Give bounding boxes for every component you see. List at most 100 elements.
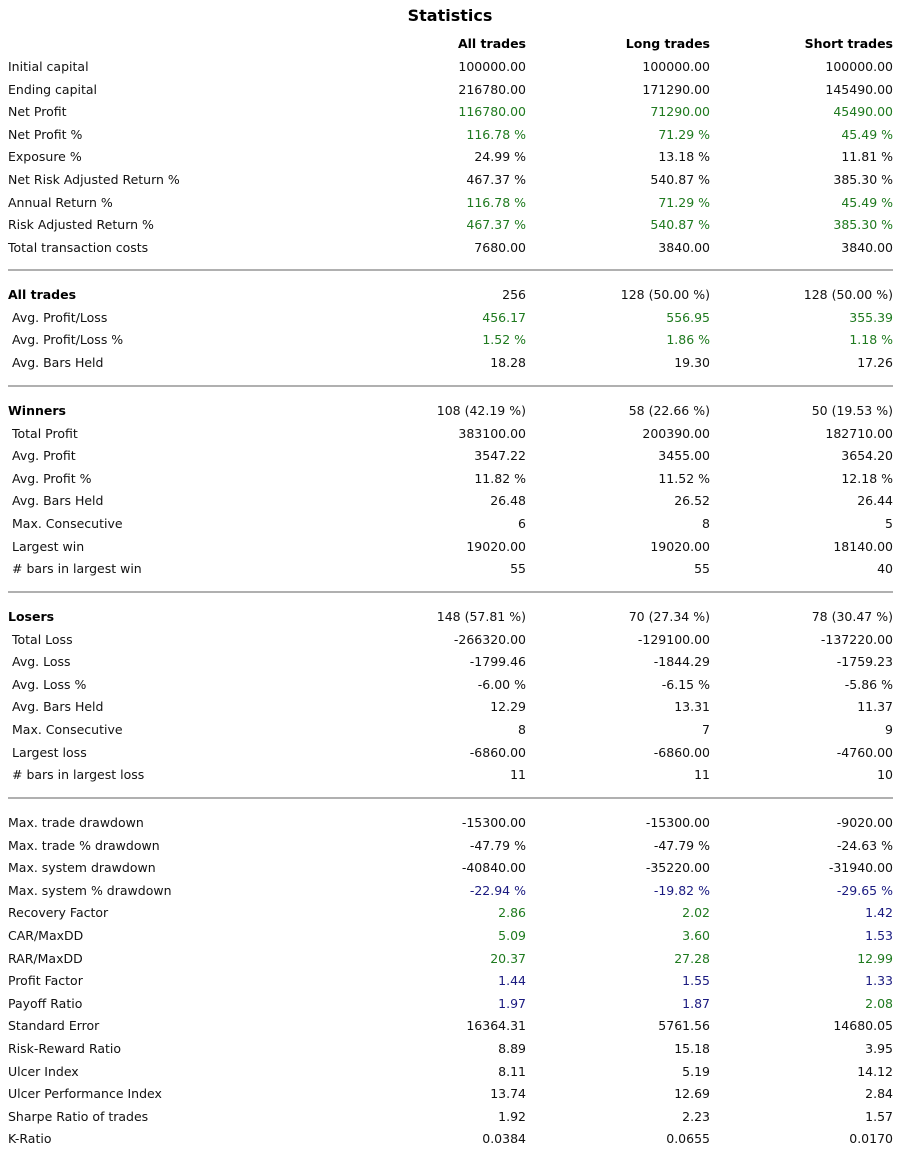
value-all-trades: 7680.00 bbox=[474, 239, 526, 255]
value-short-trades: 100000.00 bbox=[825, 59, 893, 74]
value-all-trades: -47.79 % bbox=[469, 837, 526, 853]
value-short-trades: 182710.00 bbox=[825, 425, 893, 441]
table-row: All trades 256 128 (50.00 %) 128 (50.00 %) bbox=[0, 285, 900, 305]
row-label: Max. Consecutive bbox=[12, 722, 123, 737]
table-row: Profit Factor 1.44 1.55 1.33 bbox=[0, 971, 900, 991]
table-row: Total Loss -266320.00 -129100.00 -137220.00 bbox=[0, 630, 900, 650]
row-label: Profit Factor bbox=[8, 973, 83, 989]
value-short-trades: 1.57 bbox=[865, 1108, 893, 1124]
table-row: Largest loss -6860.00 -6860.00 -4760.00 bbox=[0, 743, 900, 763]
value-all-trades: 8.89 bbox=[498, 1041, 526, 1056]
value-long-trades: 70 (27.34 %) bbox=[628, 609, 710, 624]
value-short-trades: -4760.00 bbox=[836, 744, 893, 760]
value-short-trades: 2.84 bbox=[865, 1086, 893, 1102]
table-row: K-Ratio 0.0384 0.0655 0.0170 bbox=[0, 1129, 900, 1149]
table-row: Max. Consecutive 6 8 5 bbox=[0, 514, 900, 534]
value-short-trades: 1.18 % bbox=[849, 332, 893, 348]
table-row: Total transaction costs 7680.00 3840.00 384… bbox=[0, 238, 900, 258]
value-short-trades: 1.53 bbox=[865, 928, 893, 943]
table-row: Losers 148 (57.81 %) 70 (27.34 %) 78 (30.47… bbox=[0, 607, 900, 627]
value-short-trades: 3840.00 bbox=[841, 239, 893, 255]
column-header-long-trades: Long trades bbox=[625, 36, 710, 51]
row-label: K-Ratio bbox=[8, 1131, 52, 1147]
value-short-trades: 1.33 bbox=[865, 973, 893, 989]
table-row: Ulcer Performance Index 13.74 12.69 2.84 bbox=[0, 1084, 900, 1104]
value-short-trades: 14680.05 bbox=[833, 1018, 893, 1034]
value-long-trades: 55 bbox=[694, 561, 710, 577]
value-long-trades: 26.52 bbox=[674, 493, 710, 509]
column-header-all-trades: All trades bbox=[457, 36, 526, 51]
row-label: Avg. Bars Held bbox=[12, 699, 104, 715]
row-label: Risk-Reward Ratio bbox=[8, 1041, 122, 1056]
value-short-trades: 45.49 % bbox=[841, 126, 893, 142]
value-short-trades: 17.26 bbox=[857, 354, 893, 370]
row-label: Max. system % drawdown bbox=[8, 882, 172, 898]
value-all-trades: 3547.22 bbox=[474, 448, 526, 464]
value-all-trades: 383100.00 bbox=[458, 425, 526, 441]
table-row: Winners 108 (42.19 %) 58 (22.66 %) 50 (19.5… bbox=[0, 401, 900, 421]
value-all-trades: 6 bbox=[518, 516, 526, 531]
row-label: Largest loss bbox=[12, 744, 87, 760]
row-label: Losers bbox=[8, 609, 55, 624]
value-all-trades: 456.17 bbox=[482, 309, 526, 325]
value-short-trades: 9 bbox=[885, 722, 893, 737]
value-long-trades: -47.79 % bbox=[653, 837, 710, 853]
value-long-trades: 200390.00 bbox=[642, 425, 710, 441]
value-long-trades: 71290.00 bbox=[650, 104, 710, 120]
row-label: Avg. Profit % bbox=[12, 470, 92, 486]
value-short-trades: -29.65 % bbox=[836, 882, 893, 898]
row-label: Standard Error bbox=[8, 1018, 100, 1034]
row-label: Payoff Ratio bbox=[8, 995, 83, 1011]
row-label: Risk Adjusted Return % bbox=[8, 217, 154, 233]
value-short-trades: -1759.23 bbox=[836, 654, 893, 670]
row-label: # bars in largest win bbox=[12, 561, 142, 577]
value-all-trades: 1.92 bbox=[498, 1108, 526, 1124]
value-long-trades: -6860.00 bbox=[653, 744, 710, 760]
row-label: CAR/MaxDD bbox=[8, 928, 84, 943]
value-all-trades: 0.0384 bbox=[482, 1131, 526, 1147]
table-row: Risk Adjusted Return % 467.37 % 540.87 % 38… bbox=[0, 215, 900, 235]
table-row: Max. trade % drawdown -47.79 % -47.79 % -24… bbox=[0, 836, 900, 856]
value-short-trades: 40 bbox=[877, 561, 893, 577]
value-short-trades: 2.08 bbox=[865, 995, 893, 1011]
value-long-trades: 128 (50.00 %) bbox=[620, 287, 710, 302]
value-all-trades: 11.82 % bbox=[474, 470, 526, 486]
value-all-trades: 12.29 bbox=[490, 699, 526, 715]
row-label: Net Risk Adjusted Return % bbox=[8, 172, 180, 187]
value-all-trades: 100000.00 bbox=[458, 59, 526, 74]
row-label: Avg. Profit/Loss % bbox=[12, 332, 124, 348]
value-long-trades: 12.69 bbox=[674, 1086, 710, 1102]
value-long-trades: 171290.00 bbox=[642, 81, 710, 97]
table-row: Avg. Profit 3547.22 3455.00 3654.20 bbox=[0, 446, 900, 466]
value-short-trades: 3.95 bbox=[865, 1041, 893, 1056]
value-all-trades: 26.48 bbox=[490, 493, 526, 509]
table-row: Ending capital 216780.00 171290.00 145490.0… bbox=[0, 80, 900, 100]
value-all-trades: 1.97 bbox=[498, 995, 526, 1011]
column-header-short-trades: Short trades bbox=[804, 36, 893, 51]
row-label: Total Loss bbox=[12, 631, 73, 647]
row-label: # bars in largest loss bbox=[12, 767, 145, 783]
row-label: Avg. Loss bbox=[12, 654, 71, 670]
value-all-trades: -15300.00 bbox=[461, 815, 526, 830]
value-long-trades: 13.31 bbox=[674, 699, 710, 715]
value-all-trades: 1.52 % bbox=[482, 332, 526, 348]
row-label: Net Profit % bbox=[8, 126, 83, 142]
value-short-trades: 45490.00 bbox=[833, 104, 893, 120]
table-row: Largest win 19020.00 19020.00 18140.00 bbox=[0, 537, 900, 557]
table-row: Avg. Profit % 11.82 % 11.52 % 12.18 % bbox=[0, 469, 900, 489]
value-all-trades: 148 (57.81 %) bbox=[436, 609, 526, 624]
value-short-trades: 1.42 bbox=[865, 905, 893, 921]
section-divider bbox=[8, 269, 893, 271]
value-all-trades: 467.37 % bbox=[466, 172, 526, 187]
value-long-trades: 1.55 bbox=[682, 973, 710, 989]
table-row: Annual Return % 116.78 % 71.29 % 45.49 % bbox=[0, 193, 900, 213]
value-long-trades: 71.29 % bbox=[658, 126, 710, 142]
value-all-trades: 11 bbox=[510, 767, 526, 783]
value-long-trades: 5761.56 bbox=[658, 1018, 710, 1034]
row-label: Avg. Bars Held bbox=[12, 354, 104, 370]
value-short-trades: 355.39 bbox=[849, 309, 893, 325]
value-long-trades: 540.87 % bbox=[650, 217, 710, 233]
value-all-trades: -1799.46 bbox=[469, 654, 526, 670]
value-short-trades: 3654.20 bbox=[841, 448, 893, 464]
value-long-trades: 19020.00 bbox=[650, 538, 710, 554]
